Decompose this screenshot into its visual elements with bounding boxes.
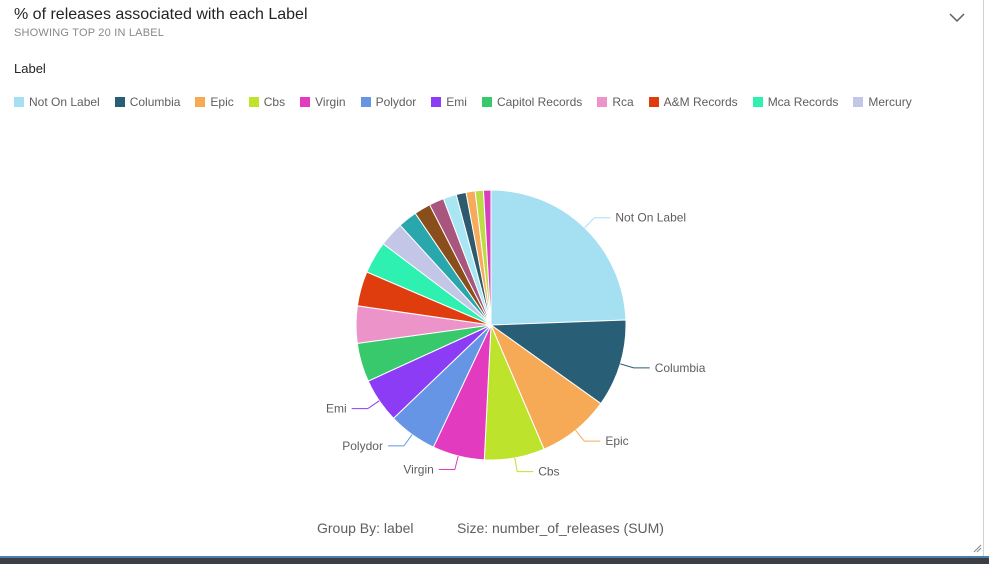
legend-swatch (648, 97, 659, 107)
legend-item[interactable]: Cbs (248, 95, 286, 109)
taskbar-strip (0, 558, 989, 564)
legend-item[interactable]: Capitol Records (481, 95, 583, 109)
chart-subtitle: SHOWING TOP 20 IN LABEL (14, 27, 165, 39)
callout-line (438, 455, 459, 471)
chart-title: % of releases associated with each Label (14, 6, 308, 23)
callout-line (620, 363, 650, 369)
legend-swatch (195, 97, 206, 107)
legend-item[interactable]: A&M Records (648, 95, 738, 109)
pie-slice[interactable] (482, 189, 492, 326)
legend-item[interactable]: Mca Records (752, 95, 839, 109)
group-by-label: Group By: label (317, 520, 414, 536)
data-label: Cbs (538, 465, 559, 479)
data-label: Polydor (342, 439, 383, 453)
legend-label: Mca Records (767, 95, 839, 109)
data-label: Not On Label (615, 211, 686, 225)
legend: Not On Label Columbia Epic Cbs Virgin Polydor… (14, 95, 927, 109)
legend-label: Polydor (375, 95, 417, 109)
callout-line (514, 457, 534, 473)
legend-item[interactable]: Emi (431, 95, 467, 109)
pie-slice[interactable] (489, 319, 627, 405)
legend-item[interactable]: Mercury (853, 95, 912, 109)
legend-swatch (114, 97, 125, 107)
legend-label: Virgin (315, 95, 346, 109)
legend-label: A&M Records (663, 95, 738, 109)
legend-swatch (481, 97, 492, 107)
legend-swatch (597, 97, 608, 107)
pie-slice[interactable] (490, 189, 627, 326)
data-label: Epic (605, 434, 628, 448)
legend-swatch (431, 97, 442, 107)
legend-swatch (360, 97, 371, 107)
size-label: Size: number_of_releases (SUM) (457, 520, 664, 536)
legend-item[interactable]: Virgin (300, 95, 346, 109)
legend-label: Cbs (263, 95, 286, 109)
legend-label: Capitol Records (496, 95, 583, 109)
legend-swatch (248, 97, 259, 107)
callout-line (584, 217, 611, 229)
legend-label: Not On Label (29, 95, 100, 109)
visual-border (0, 556, 989, 558)
legend-swatch (14, 97, 24, 107)
legend-label: Emi (446, 95, 467, 109)
legend-title: Label (14, 61, 46, 76)
data-label: Emi (326, 402, 347, 416)
legend-swatch (300, 97, 311, 107)
legend-item[interactable]: Epic (195, 95, 234, 109)
callout-line (575, 429, 601, 442)
data-label: Virgin (403, 463, 433, 477)
resize-handle-icon[interactable] (972, 543, 982, 553)
callout-line (387, 434, 413, 447)
legend-label: Epic (210, 95, 234, 109)
legend-item[interactable]: Columbia (114, 95, 181, 109)
legend-label: Mercury (868, 95, 912, 109)
legend-label: Rca (612, 95, 634, 109)
chevron-down-icon[interactable] (948, 10, 966, 24)
legend-item[interactable]: Rca (597, 95, 634, 109)
legend-item[interactable]: Polydor (360, 95, 417, 109)
legend-item[interactable]: Not On Label (14, 95, 100, 109)
legend-swatch (853, 97, 864, 107)
callout-line (351, 400, 380, 410)
data-label: Columbia (655, 361, 706, 375)
legend-label: Columbia (129, 95, 181, 109)
legend-swatch (752, 97, 763, 107)
